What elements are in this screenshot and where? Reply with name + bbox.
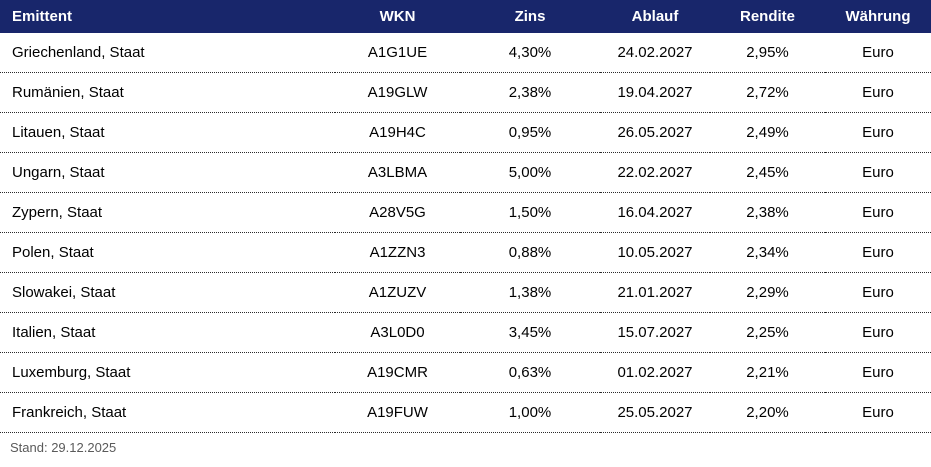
- cell-waehrung: Euro: [825, 392, 931, 433]
- cell-emittent: Griechenland, Staat: [0, 33, 335, 73]
- table-row: Litauen, Staat A19H4C 0,95% 26.05.2027 2,49%…: [0, 112, 931, 153]
- column-header-waehrung: Währung: [825, 0, 931, 33]
- cell-emittent: Polen, Staat: [0, 232, 335, 273]
- cell-zins: 1,38%: [460, 272, 600, 313]
- cell-wkn: A19GLW: [335, 72, 460, 113]
- cell-ablauf: 22.02.2027: [600, 152, 710, 193]
- table-row: Polen, Staat A1ZZN3 0,88% 10.05.2027 2,34% Eu…: [0, 232, 931, 273]
- cell-rendite: 2,95%: [710, 33, 825, 73]
- cell-wkn: A1ZUZV: [335, 272, 460, 313]
- cell-ablauf: 25.05.2027: [600, 392, 710, 433]
- cell-rendite: 2,72%: [710, 72, 825, 113]
- cell-rendite: 2,34%: [710, 232, 825, 273]
- cell-emittent: Italien, Staat: [0, 312, 335, 353]
- cell-rendite: 2,20%: [710, 392, 825, 433]
- table-row: Italien, Staat A3L0D0 3,45% 15.07.2027 2,25%…: [0, 312, 931, 353]
- cell-zins: 1,50%: [460, 192, 600, 233]
- cell-rendite: 2,45%: [710, 152, 825, 193]
- cell-waehrung: Euro: [825, 33, 931, 73]
- cell-ablauf: 15.07.2027: [600, 312, 710, 353]
- table-row: Zypern, Staat A28V5G 1,50% 16.04.2027 2,38% E…: [0, 192, 931, 233]
- cell-zins: 0,95%: [460, 112, 600, 153]
- cell-zins: 0,63%: [460, 352, 600, 393]
- table-row: Ungarn, Staat A3LBMA 5,00% 22.02.2027 2,45% E…: [0, 152, 931, 193]
- cell-wkn: A1G1UE: [335, 33, 460, 73]
- stand-date: Stand: 29.12.2025: [10, 440, 117, 455]
- cell-rendite: 2,49%: [710, 112, 825, 153]
- cell-waehrung: Euro: [825, 312, 931, 353]
- cell-wkn: A19CMR: [335, 352, 460, 393]
- column-header-wkn: WKN: [335, 0, 460, 33]
- cell-zins: 3,45%: [460, 312, 600, 353]
- table-row: Slowakei, Staat A1ZUZV 1,38% 21.01.2027 2,29…: [0, 272, 931, 313]
- cell-emittent: Zypern, Staat: [0, 192, 335, 233]
- cell-zins: 4,30%: [460, 33, 600, 73]
- cell-ablauf: 16.04.2027: [600, 192, 710, 233]
- cell-waehrung: Euro: [825, 72, 931, 113]
- cell-wkn: A1ZZN3: [335, 232, 460, 273]
- cell-emittent: Litauen, Staat: [0, 112, 335, 153]
- cell-waehrung: Euro: [825, 112, 931, 153]
- cell-emittent: Frankreich, Staat: [0, 392, 335, 433]
- cell-emittent: Luxemburg, Staat: [0, 352, 335, 393]
- cell-wkn: A19FUW: [335, 392, 460, 433]
- cell-rendite: 2,38%: [710, 192, 825, 233]
- cell-rendite: 2,25%: [710, 312, 825, 353]
- table-row: Rumänien, Staat A19GLW 2,38% 19.04.2027 2,72…: [0, 72, 931, 113]
- column-header-ablauf: Ablauf: [600, 0, 710, 33]
- column-header-zins: Zins: [460, 0, 600, 33]
- cell-wkn: A19H4C: [335, 112, 460, 153]
- cell-rendite: 2,21%: [710, 352, 825, 393]
- table-row: Frankreich, Staat A19FUW 1,00% 25.05.2027 2,…: [0, 392, 931, 433]
- cell-ablauf: 26.05.2027: [600, 112, 710, 153]
- cell-zins: 1,00%: [460, 392, 600, 433]
- cell-zins: 5,00%: [460, 152, 600, 193]
- cell-ablauf: 10.05.2027: [600, 232, 710, 273]
- bond-table: Emittent WKN Zins Ablauf Rendite Währung…: [0, 0, 931, 433]
- cell-waehrung: Euro: [825, 192, 931, 233]
- cell-emittent: Slowakei, Staat: [0, 272, 335, 313]
- cell-rendite: 2,29%: [710, 272, 825, 313]
- cell-ablauf: 01.02.2027: [600, 352, 710, 393]
- cell-waehrung: Euro: [825, 152, 931, 193]
- cell-wkn: A3L0D0: [335, 312, 460, 353]
- cell-emittent: Rumänien, Staat: [0, 72, 335, 113]
- cell-waehrung: Euro: [825, 352, 931, 393]
- cell-wkn: A3LBMA: [335, 152, 460, 193]
- cell-zins: 0,88%: [460, 232, 600, 273]
- cell-emittent: Ungarn, Staat: [0, 152, 335, 193]
- table-row: Luxemburg, Staat A19CMR 0,63% 01.02.2027 2,2…: [0, 352, 931, 393]
- cell-waehrung: Euro: [825, 272, 931, 313]
- cell-ablauf: 21.01.2027: [600, 272, 710, 313]
- table-row: Griechenland, Staat A1G1UE 4,30% 24.02.2027…: [0, 33, 931, 73]
- cell-ablauf: 24.02.2027: [600, 33, 710, 73]
- cell-wkn: A28V5G: [335, 192, 460, 233]
- column-header-rendite: Rendite: [710, 0, 825, 33]
- cell-waehrung: Euro: [825, 232, 931, 273]
- column-header-emittent: Emittent: [0, 0, 335, 33]
- cell-ablauf: 19.04.2027: [600, 72, 710, 113]
- table-header-row: Emittent WKN Zins Ablauf Rendite Währung: [0, 0, 931, 33]
- cell-zins: 2,38%: [460, 72, 600, 113]
